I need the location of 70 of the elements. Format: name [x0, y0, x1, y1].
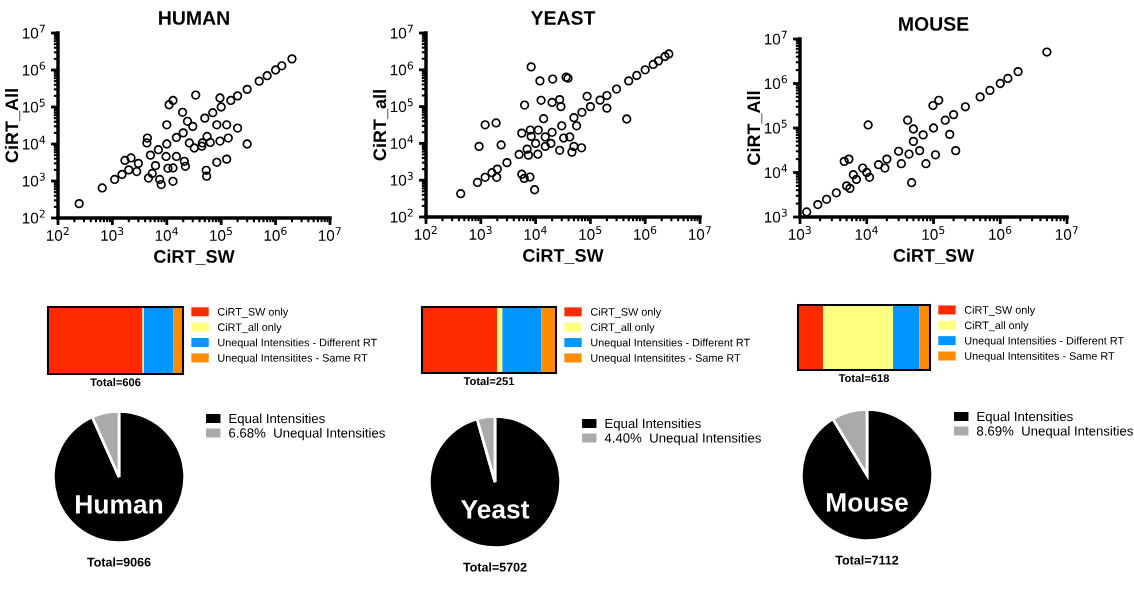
x-tick-label: 10$^{4}$ [155, 227, 178, 241]
text: Mouse [826, 493, 908, 512]
text: Total=7112 [835, 555, 899, 565]
legend-label: Equal Intensities [605, 418, 701, 431]
y-tick-label: 10$^{6}$ [764, 75, 788, 90]
text: Human [76, 495, 163, 514]
legend-label: Unequal Intensities - Different RT [591, 338, 750, 349]
legend-label: Unequal Intensitites - Same RT [965, 351, 1115, 362]
y-tick-label: 10$^{5}$ [764, 119, 787, 134]
y-axis-title: CiRT_All [4, 89, 21, 163]
text: Total=5702 [463, 562, 527, 572]
text: Total=9066 [87, 557, 151, 567]
legend-label: Unequal Intensities - Different RT [218, 338, 377, 349]
y-tick-label: 10$^{7}$ [22, 24, 45, 39]
y-tick-label: 10$^{3}$ [22, 172, 45, 187]
text: Yeast [460, 500, 530, 519]
y-tick-label: 10$^{5}$ [390, 98, 413, 113]
y-tick-label: 10$^{7}$ [390, 24, 413, 39]
y-tick-label: 10$^{6}$ [22, 61, 46, 76]
x-tick-label: 10$^{3}$ [469, 225, 492, 240]
legend-label: 8.69% Unequal Intensities [977, 425, 1133, 439]
legend-label: 4.40% Unequal Intensities [604, 432, 761, 446]
x-tick-label: 10$^{2}$ [46, 226, 69, 241]
x-axis-title: CiRT_SW [893, 248, 975, 264]
legend-label: Unequal Intensitites - Same RT [218, 353, 368, 364]
y-tick-label: 10$^{3}$ [390, 171, 413, 186]
text: Total=251 [463, 376, 515, 386]
x-tick-label: 10$^{4}$ [855, 226, 878, 240]
x-tick-label: 10$^{7}$ [318, 227, 341, 241]
legend-label: Unequal Intensities - Different RT [965, 336, 1124, 347]
legend-label: 6.68% Unequal Intensities [229, 427, 385, 441]
x-tick-label: 10$^{4}$ [524, 226, 547, 240]
legend-label: Equal Intensities [977, 411, 1073, 424]
legend-label: CiRT_SW only [964, 305, 1036, 316]
x-tick-label: 10$^{5}$ [579, 226, 602, 240]
legend-label: CiRT_all only [964, 321, 1029, 332]
legend-label: Equal Intensities [229, 413, 325, 426]
x-tick-label: 10$^{6}$ [989, 225, 1012, 240]
text: Total=618 [838, 373, 890, 383]
y-tick-label: 10$^{6}$ [390, 61, 414, 76]
y-tick-label: 10$^{2}$ [22, 209, 45, 224]
chart-title: YEAST [530, 11, 596, 25]
legend-label: CiRT_SW only [217, 307, 289, 318]
text: Total=606 [90, 378, 141, 387]
chart-title: MOUSE [899, 17, 969, 31]
y-tick-label: 10$^{2}$ [390, 208, 413, 223]
x-tick-label: 10$^{5}$ [210, 227, 232, 241]
x-tick-label: 10$^{3}$ [788, 225, 811, 240]
legend-label: CiRT_SW only [590, 307, 662, 318]
legend-label: CiRT_all only [217, 323, 282, 334]
y-tick-label: 10$^{3}$ [764, 208, 787, 223]
legend-label: Unequal Intensitites - Same RT [591, 353, 741, 364]
y-tick-label: 10$^{4}$ [22, 135, 46, 150]
x-tick-label: 10$^{7}$ [1055, 226, 1078, 240]
y-axis-title: CiRT_all [372, 90, 389, 161]
x-tick-label: 10$^{2}$ [414, 225, 437, 240]
y-tick-label: 10$^{4}$ [390, 135, 414, 149]
x-tick-label: 10$^{5}$ [922, 226, 945, 240]
y-tick-label: 10$^{5}$ [22, 98, 45, 113]
x-tick-label: 10$^{3}$ [101, 226, 124, 241]
y-tick-label: 10$^{4}$ [764, 164, 788, 179]
x-tick-label: 10$^{6}$ [264, 226, 287, 241]
x-tick-label: 10$^{6}$ [634, 225, 657, 240]
x-axis-title: CiRT_SW [154, 249, 235, 265]
legend-label: CiRT_all only [590, 323, 655, 334]
chart-title: HUMAN [159, 11, 229, 25]
x-axis-title: CiRT_SW [523, 248, 604, 264]
x-tick-label: 10$^{7}$ [688, 226, 711, 240]
y-axis-title: CiRT_All [746, 91, 763, 165]
y-tick-label: 10$^{7}$ [764, 30, 787, 45]
